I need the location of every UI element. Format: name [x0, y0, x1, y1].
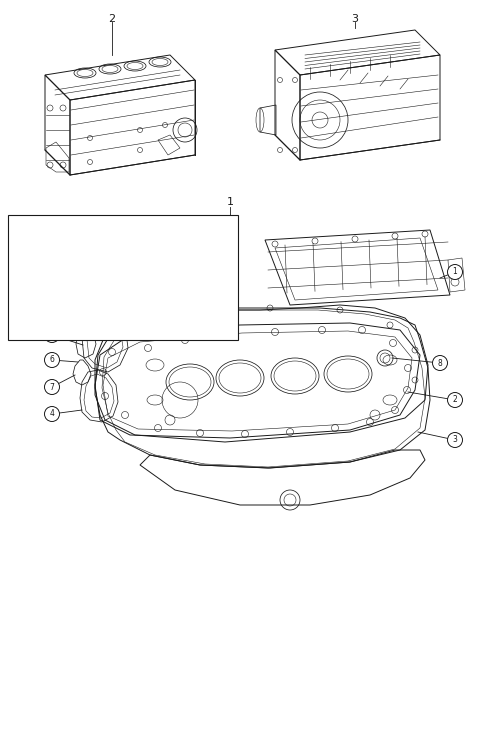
Circle shape [447, 432, 463, 448]
Text: 5: 5 [49, 330, 54, 340]
Text: 3: 3 [351, 14, 359, 24]
Text: 7.GASKET-W.PUMP INLET ········· (1): 7.GASKET-W.PUMP INLET ········· (1) [13, 311, 156, 320]
Circle shape [45, 407, 60, 421]
Text: 2: 2 [453, 396, 457, 404]
Text: 7: 7 [49, 382, 54, 391]
Text: 6.GASKET-WATER PUMP ········· (1): 6.GASKET-WATER PUMP ········· (1) [13, 297, 152, 306]
Circle shape [447, 393, 463, 407]
Text: 1: 1 [227, 197, 233, 207]
Circle shape [447, 264, 463, 280]
Text: 3: 3 [453, 435, 457, 445]
Text: 8.GASKET-THERMOSTAT COVER ·· (1): 8.GASKET-THERMOSTAT COVER ·· (1) [13, 325, 166, 334]
Text: 3.GASKET-SUCTION PIPE ········· (1): 3.GASKET-SUCTION PIPE ········· (1) [13, 255, 156, 264]
Circle shape [45, 379, 60, 394]
Bar [8, 215, 238, 340]
Text: 4.GASKET-T B.COVER LWR ········ (1): 4.GASKET-T B.COVER LWR ········ (1) [13, 269, 160, 278]
Text: 2.GASKET-CYLINDER HEAD ········ (1): 2.GASKET-CYLINDER HEAD ········ (1) [13, 241, 163, 250]
Circle shape [45, 327, 60, 343]
Text: 8: 8 [438, 358, 443, 368]
Text: 4: 4 [49, 410, 54, 418]
Text: 6: 6 [49, 355, 54, 365]
Circle shape [45, 352, 60, 368]
Text: 1: 1 [453, 267, 457, 277]
Text: 2: 2 [108, 14, 116, 24]
Text: 1.GASKET-HEAD COVER ·········· (1): 1.GASKET-HEAD COVER ·········· (1) [13, 227, 156, 236]
Text: 5.GASKET-T B.COVER UP ········· (1): 5.GASKET-T B.COVER UP ········· (1) [13, 283, 156, 292]
Circle shape [432, 355, 447, 371]
